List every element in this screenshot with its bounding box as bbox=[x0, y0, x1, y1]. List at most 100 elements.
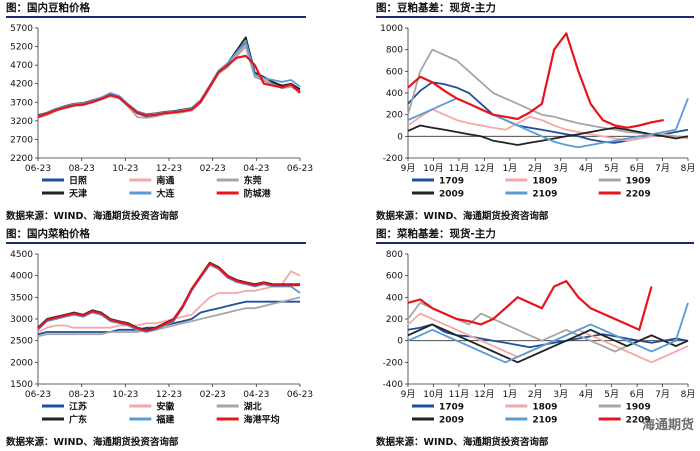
x-tick-label: 08-23 bbox=[69, 164, 95, 174]
y-tick-label: 5200 bbox=[10, 43, 33, 53]
x-tick-label: 06-23 bbox=[287, 164, 313, 174]
legend-label: 防城港 bbox=[244, 188, 272, 200]
x-tick-label: 2月 bbox=[528, 163, 543, 174]
legend-label: 1709 bbox=[439, 177, 464, 187]
chart-title: 图：菜粕基差：现货-主力 bbox=[376, 228, 496, 240]
x-tick-label: 8月 bbox=[681, 389, 696, 400]
x-tick-label: 11月 bbox=[449, 389, 469, 400]
y-tick-label: 3200 bbox=[10, 117, 33, 127]
legend-label: 东莞 bbox=[244, 175, 262, 187]
y-tick-label: -200 bbox=[383, 154, 404, 164]
title-underline bbox=[376, 242, 694, 244]
x-tick-label: 06-23 bbox=[25, 390, 51, 400]
legend-label: 天津 bbox=[69, 188, 87, 200]
chart-panel-rapeseed-meal-price: 图：国内菜粕价格 1500 2000 2500 3000 3500 4000 4500 06-… bbox=[6, 226, 313, 451]
x-tick-label: 10月 bbox=[423, 389, 443, 400]
chart-source: 数据来源：WIND、海通期货投资咨询部 bbox=[376, 437, 549, 448]
x-tick-label: 4月 bbox=[579, 163, 594, 174]
y-tick-label: 4500 bbox=[10, 250, 33, 260]
y-tick-label: 2200 bbox=[10, 154, 33, 164]
legend-label: 2109 bbox=[532, 416, 557, 426]
legend-label: 海港平均 bbox=[244, 414, 280, 426]
x-tick-label: 4月 bbox=[579, 389, 594, 400]
x-tick-label: 2月 bbox=[528, 389, 543, 400]
legend-label: 广东 bbox=[69, 414, 87, 426]
legend-label: 2009 bbox=[439, 416, 464, 426]
legend-label: 1709 bbox=[439, 403, 464, 413]
chart-title: 图：国内菜粕价格 bbox=[6, 228, 90, 240]
y-tick-label: 3700 bbox=[10, 98, 33, 108]
chart-title: 图：豆粕基差：现货-主力 bbox=[376, 2, 496, 14]
series-line-安徽 bbox=[37, 270, 301, 333]
chart-panel-soymeal-price: 图：国内豆粕价格 2200 2700 3200 3700 4200 4700 5200 570… bbox=[6, 0, 313, 225]
x-tick-label: 1月 bbox=[502, 163, 517, 174]
x-tick-label: 7月 bbox=[655, 163, 670, 174]
series-line-东莞 bbox=[37, 45, 301, 119]
x-tick-label: 7月 bbox=[655, 389, 670, 400]
y-tick-label: 200 bbox=[386, 315, 403, 325]
x-tick-label: 02-23 bbox=[200, 164, 226, 174]
legend-label: 1909 bbox=[626, 403, 651, 413]
title-underline bbox=[6, 16, 306, 18]
x-tick-label: 9月 bbox=[401, 389, 416, 400]
x-tick-label: 3月 bbox=[553, 163, 568, 174]
x-tick-label: 9月 bbox=[401, 163, 416, 174]
legend-label: 日照 bbox=[69, 176, 87, 187]
series-line-2209 bbox=[407, 32, 664, 129]
legend-label: 江苏 bbox=[69, 401, 87, 413]
x-tick-label: 6月 bbox=[630, 163, 645, 174]
y-tick-label: 400 bbox=[386, 89, 403, 99]
x-tick-label: 11月 bbox=[449, 163, 469, 174]
x-tick-label: 10月 bbox=[423, 163, 443, 174]
y-tick-label: 600 bbox=[386, 67, 403, 77]
x-tick-label: 5月 bbox=[604, 389, 619, 400]
x-tick-label: 12月 bbox=[474, 163, 494, 174]
watermark-logo: 海通期货 bbox=[641, 418, 694, 433]
chart-svg-rapeseed-meal-price: 1500 2000 2500 3000 3500 4000 4500 06-23 08-23 10… bbox=[10, 250, 313, 426]
series-line-1809 bbox=[407, 108, 689, 142]
chart-source: 数据来源：WIND、海通期货投资咨询部 bbox=[6, 437, 179, 448]
chart-source: 数据来源：WIND、海通期货投资咨询部 bbox=[376, 211, 549, 222]
chart-svg-rapeseed-meal-basis: -400 -200 0 200 400 600 800 9月 10月 11月 12月 1月 2月 3月 4月… bbox=[383, 250, 696, 426]
series-line-湖北 bbox=[37, 296, 301, 338]
y-tick-label: 4700 bbox=[10, 61, 33, 71]
y-tick-label: 600 bbox=[386, 272, 403, 282]
legend-label: 1809 bbox=[532, 403, 557, 413]
y-tick-label: -200 bbox=[383, 358, 404, 368]
x-tick-label: 06-23 bbox=[25, 164, 51, 174]
y-tick-label: 800 bbox=[386, 250, 403, 260]
series-line-福建 bbox=[37, 263, 301, 333]
title-underline bbox=[6, 242, 306, 244]
x-tick-label: 5月 bbox=[604, 163, 619, 174]
chart-title: 图：国内豆粕价格 bbox=[6, 2, 90, 14]
x-tick-label: 10-23 bbox=[112, 390, 138, 400]
title-underline bbox=[376, 16, 694, 18]
series-line-2109 bbox=[407, 302, 689, 364]
y-tick-label: 4000 bbox=[10, 272, 33, 282]
legend-label: 2009 bbox=[439, 190, 464, 200]
x-tick-label: 02-23 bbox=[200, 390, 226, 400]
x-tick-label: 12-23 bbox=[156, 164, 182, 174]
y-tick-label: 200 bbox=[386, 111, 403, 121]
series-line-1909 bbox=[407, 48, 689, 139]
legend-label: 1809 bbox=[532, 177, 557, 187]
x-tick-label: 8月 bbox=[681, 163, 696, 174]
chart-svg-soymeal-basis: -200 0 200 400 600 800 1000 9月 10月 11月 12月 1月 2月 3月 4月… bbox=[380, 24, 696, 200]
x-tick-label: 3月 bbox=[553, 389, 568, 400]
chart-panel-soymeal-basis: 图：豆粕基差：现货-主力 -200 0 200 400 600 800 1000 9月 10月 1… bbox=[376, 0, 696, 225]
series-line-2109 bbox=[407, 97, 689, 149]
legend-label: 南通 bbox=[156, 175, 174, 187]
legend-label: 安徽 bbox=[156, 401, 175, 413]
legend-label: 2109 bbox=[532, 190, 557, 200]
series-line-2009 bbox=[407, 323, 689, 364]
legend-label: 2209 bbox=[626, 416, 651, 426]
y-tick-label: 4200 bbox=[10, 80, 33, 90]
x-tick-label: 12月 bbox=[474, 389, 494, 400]
x-tick-label: 6月 bbox=[630, 389, 645, 400]
y-tick-label: 1000 bbox=[380, 24, 403, 34]
y-tick-label: 0 bbox=[397, 132, 403, 142]
x-tick-label: 06-23 bbox=[287, 390, 313, 400]
series-line-2209 bbox=[407, 280, 653, 331]
chart-svg-soymeal-price: 2200 2700 3200 3700 4200 4700 5200 5700 06-23 08-… bbox=[10, 24, 313, 200]
x-tick-label: 12-23 bbox=[156, 390, 182, 400]
